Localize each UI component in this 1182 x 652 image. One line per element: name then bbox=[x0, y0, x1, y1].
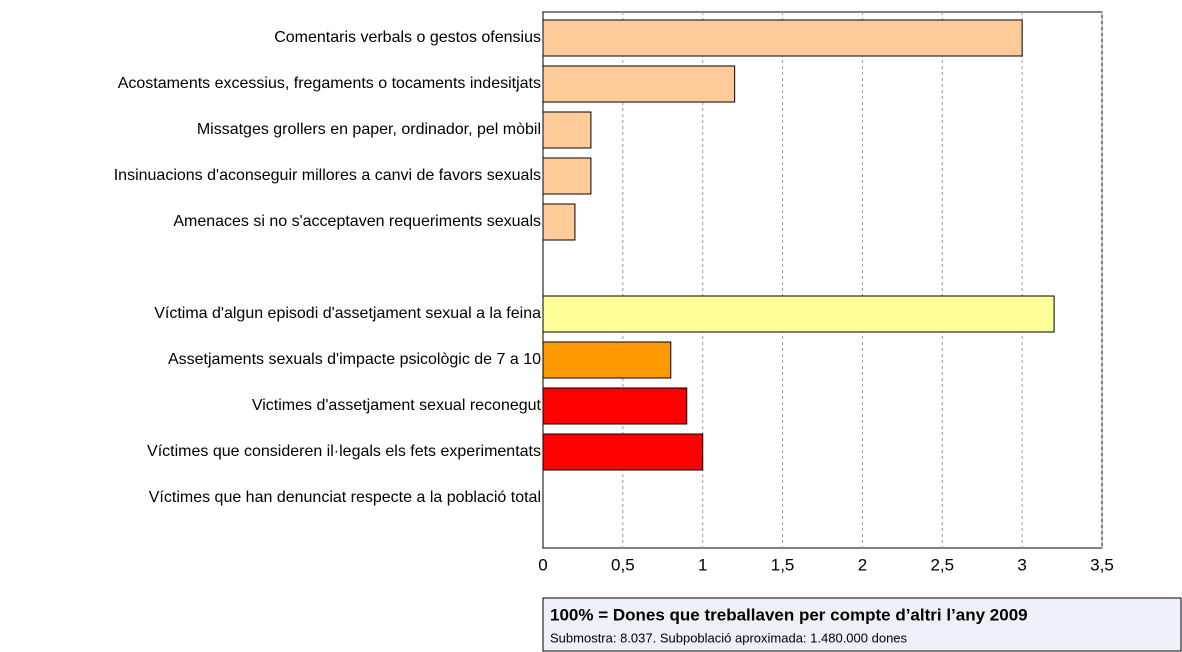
y-tick-label: Amenaces si no s'acceptaven requeriments… bbox=[173, 213, 541, 230]
note-title: 100% = Dones que treballaven per compte … bbox=[550, 605, 1028, 624]
x-tick-label: 3,5 bbox=[1090, 555, 1114, 574]
bar bbox=[542, 341, 672, 379]
y-tick-label: Víctimes que han denunciat respecte a la… bbox=[149, 489, 541, 506]
x-tick-label: 1,5 bbox=[771, 555, 795, 574]
bar bbox=[542, 295, 1055, 333]
y-tick-label: Missatges grollers en paper, ordinador, … bbox=[197, 121, 541, 138]
note-text: Submostra: 8.037. Subpoblació aproximada… bbox=[550, 630, 908, 645]
y-tick-label: Víctimes que consideren il·legals els fe… bbox=[147, 443, 541, 460]
x-tick-label: 3 bbox=[1017, 555, 1026, 574]
y-tick-label: Insinuacions d'aconseguir millores a can… bbox=[114, 167, 541, 184]
bar bbox=[542, 387, 688, 425]
x-tick-label: 2 bbox=[858, 555, 867, 574]
y-tick-label: Comentaris verbals o gestos ofensius bbox=[274, 29, 541, 46]
bar bbox=[542, 433, 704, 471]
bar bbox=[542, 157, 592, 195]
bar bbox=[542, 65, 736, 103]
bar bbox=[542, 19, 1023, 57]
note-box bbox=[542, 597, 1182, 652]
x-tick-label: 0,5 bbox=[611, 555, 635, 574]
x-tick-label: 2,5 bbox=[930, 555, 954, 574]
x-tick-label: 1 bbox=[698, 555, 707, 574]
y-tick-label: Víctima d'algun episodi d'assetjament se… bbox=[154, 305, 541, 322]
y-tick-label: Acostaments excessius, fregaments o toca… bbox=[118, 75, 541, 92]
bar bbox=[542, 203, 576, 241]
y-tick-label: Assetjaments sexuals d'impacte psicològi… bbox=[168, 351, 541, 368]
x-tick-label: 0 bbox=[538, 555, 547, 574]
bar bbox=[542, 111, 592, 149]
y-tick-label: Victimes d'assetjament sexual reconegut bbox=[252, 397, 542, 414]
